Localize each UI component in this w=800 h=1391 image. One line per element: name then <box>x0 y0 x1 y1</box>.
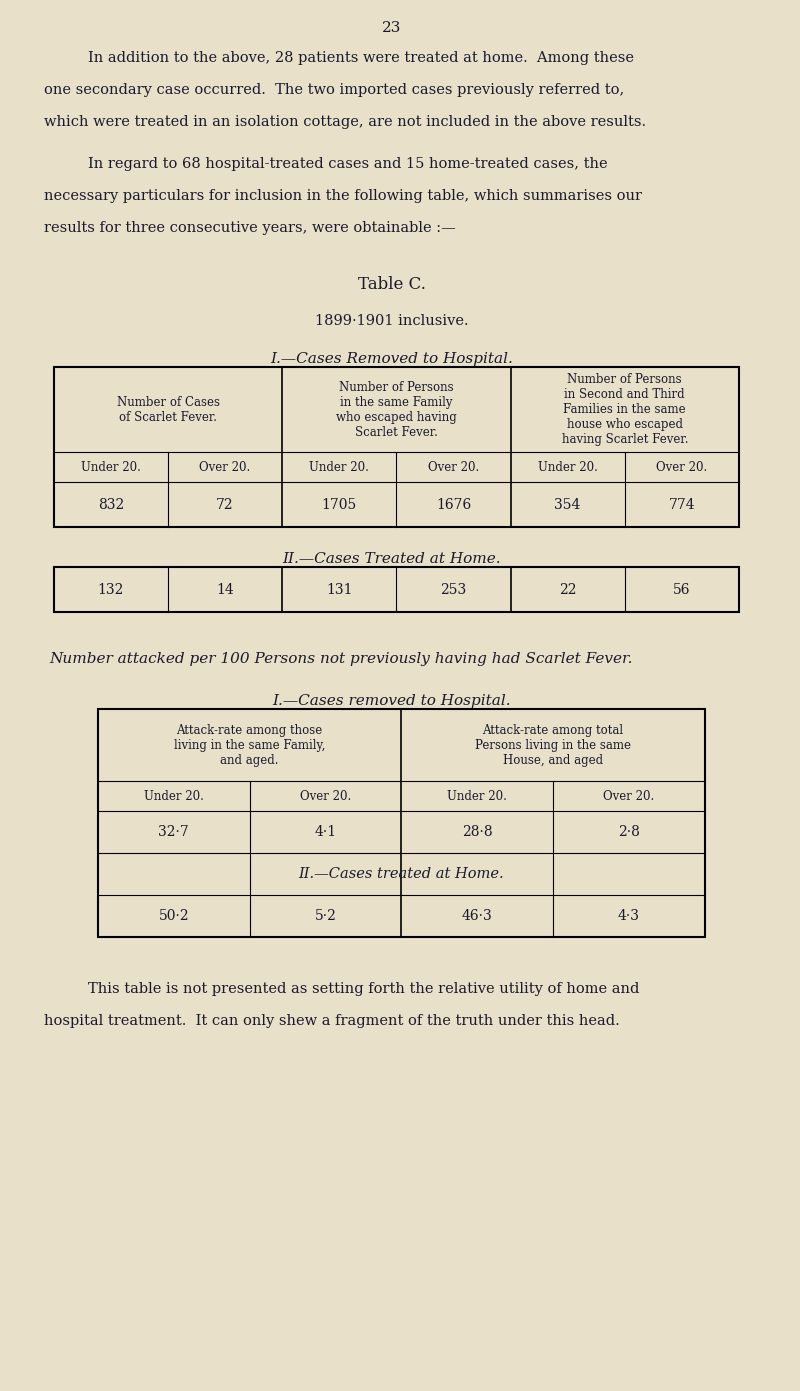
Text: 23: 23 <box>382 21 401 35</box>
Text: 4·1: 4·1 <box>314 825 337 839</box>
Text: Under 20.: Under 20. <box>144 790 204 803</box>
Bar <box>54 568 739 612</box>
Text: Under 20.: Under 20. <box>81 460 141 473</box>
Text: 832: 832 <box>98 498 124 512</box>
Text: Over 20.: Over 20. <box>428 460 479 473</box>
Text: Under 20.: Under 20. <box>538 460 598 473</box>
Text: 14: 14 <box>216 583 234 597</box>
Text: Table C.: Table C. <box>358 275 426 294</box>
Text: 774: 774 <box>669 498 695 512</box>
Text: Attack-rate among those
living in the same Family,
and aged.: Attack-rate among those living in the sa… <box>174 723 326 766</box>
Text: Over 20.: Over 20. <box>300 790 351 803</box>
Text: 4·3: 4·3 <box>618 908 640 924</box>
Text: necessary particulars for inclusion in the following table, which summarises our: necessary particulars for inclusion in t… <box>44 189 642 203</box>
Text: In addition to the above, 28 patients were treated at home.  Among these: In addition to the above, 28 patients we… <box>88 51 634 65</box>
Text: which were treated in an isolation cottage, are not included in the above result: which were treated in an isolation cotta… <box>44 115 646 129</box>
Text: Number of Persons
in Second and Third
Families in the same
house who escaped
hav: Number of Persons in Second and Third Fa… <box>562 373 688 447</box>
Text: 28·8: 28·8 <box>462 825 493 839</box>
Text: one secondary case occurred.  The two imported cases previously referred to,: one secondary case occurred. The two imp… <box>44 83 624 97</box>
Text: Number attacked per 100 Persons not previously having had Scarlet Fever.: Number attacked per 100 Persons not prev… <box>49 652 633 666</box>
Text: 5·2: 5·2 <box>314 908 336 924</box>
Text: In regard to 68 hospital-treated cases and 15 home-treated cases, the: In regard to 68 hospital-treated cases a… <box>88 157 608 171</box>
Bar <box>54 367 739 527</box>
Text: II.—Cases treated at Home.: II.—Cases treated at Home. <box>298 867 504 881</box>
Text: 131: 131 <box>326 583 353 597</box>
Text: Over 20.: Over 20. <box>603 790 654 803</box>
Text: Number of Cases
of Scarlet Fever.: Number of Cases of Scarlet Fever. <box>117 395 219 423</box>
Text: 1899·1901 inclusive.: 1899·1901 inclusive. <box>314 314 468 328</box>
Text: Number of Persons
in the same Family
who escaped having
Scarlet Fever.: Number of Persons in the same Family who… <box>336 381 457 438</box>
Text: 72: 72 <box>216 498 234 512</box>
Text: Under 20.: Under 20. <box>447 790 507 803</box>
Text: Under 20.: Under 20. <box>310 460 370 473</box>
Text: 2·8: 2·8 <box>618 825 640 839</box>
Text: 354: 354 <box>554 498 581 512</box>
Text: results for three consecutive years, were obtainable :—: results for three consecutive years, wer… <box>44 221 456 235</box>
Text: 253: 253 <box>440 583 466 597</box>
Text: 32·7: 32·7 <box>158 825 189 839</box>
Text: II.—Cases Treated at Home.: II.—Cases Treated at Home. <box>282 552 501 566</box>
Text: I.—Cases removed to Hospital.: I.—Cases removed to Hospital. <box>272 694 511 708</box>
Text: This table is not presented as setting forth the relative utility of home and: This table is not presented as setting f… <box>88 982 639 996</box>
Text: Over 20.: Over 20. <box>199 460 250 473</box>
Text: I.—Cases Removed to Hospital.: I.—Cases Removed to Hospital. <box>270 352 513 366</box>
Text: 132: 132 <box>98 583 124 597</box>
Text: Attack-rate among total
Persons living in the same
House, and aged: Attack-rate among total Persons living i… <box>475 723 631 766</box>
Bar <box>98 709 705 938</box>
Text: 46·3: 46·3 <box>462 908 493 924</box>
Text: hospital treatment.  It can only shew a fragment of the truth under this head.: hospital treatment. It can only shew a f… <box>44 1014 620 1028</box>
Text: Over 20.: Over 20. <box>656 460 707 473</box>
Text: 1676: 1676 <box>436 498 471 512</box>
Text: 22: 22 <box>559 583 577 597</box>
Text: 56: 56 <box>673 583 690 597</box>
Text: 1705: 1705 <box>322 498 357 512</box>
Text: 50·2: 50·2 <box>158 908 189 924</box>
